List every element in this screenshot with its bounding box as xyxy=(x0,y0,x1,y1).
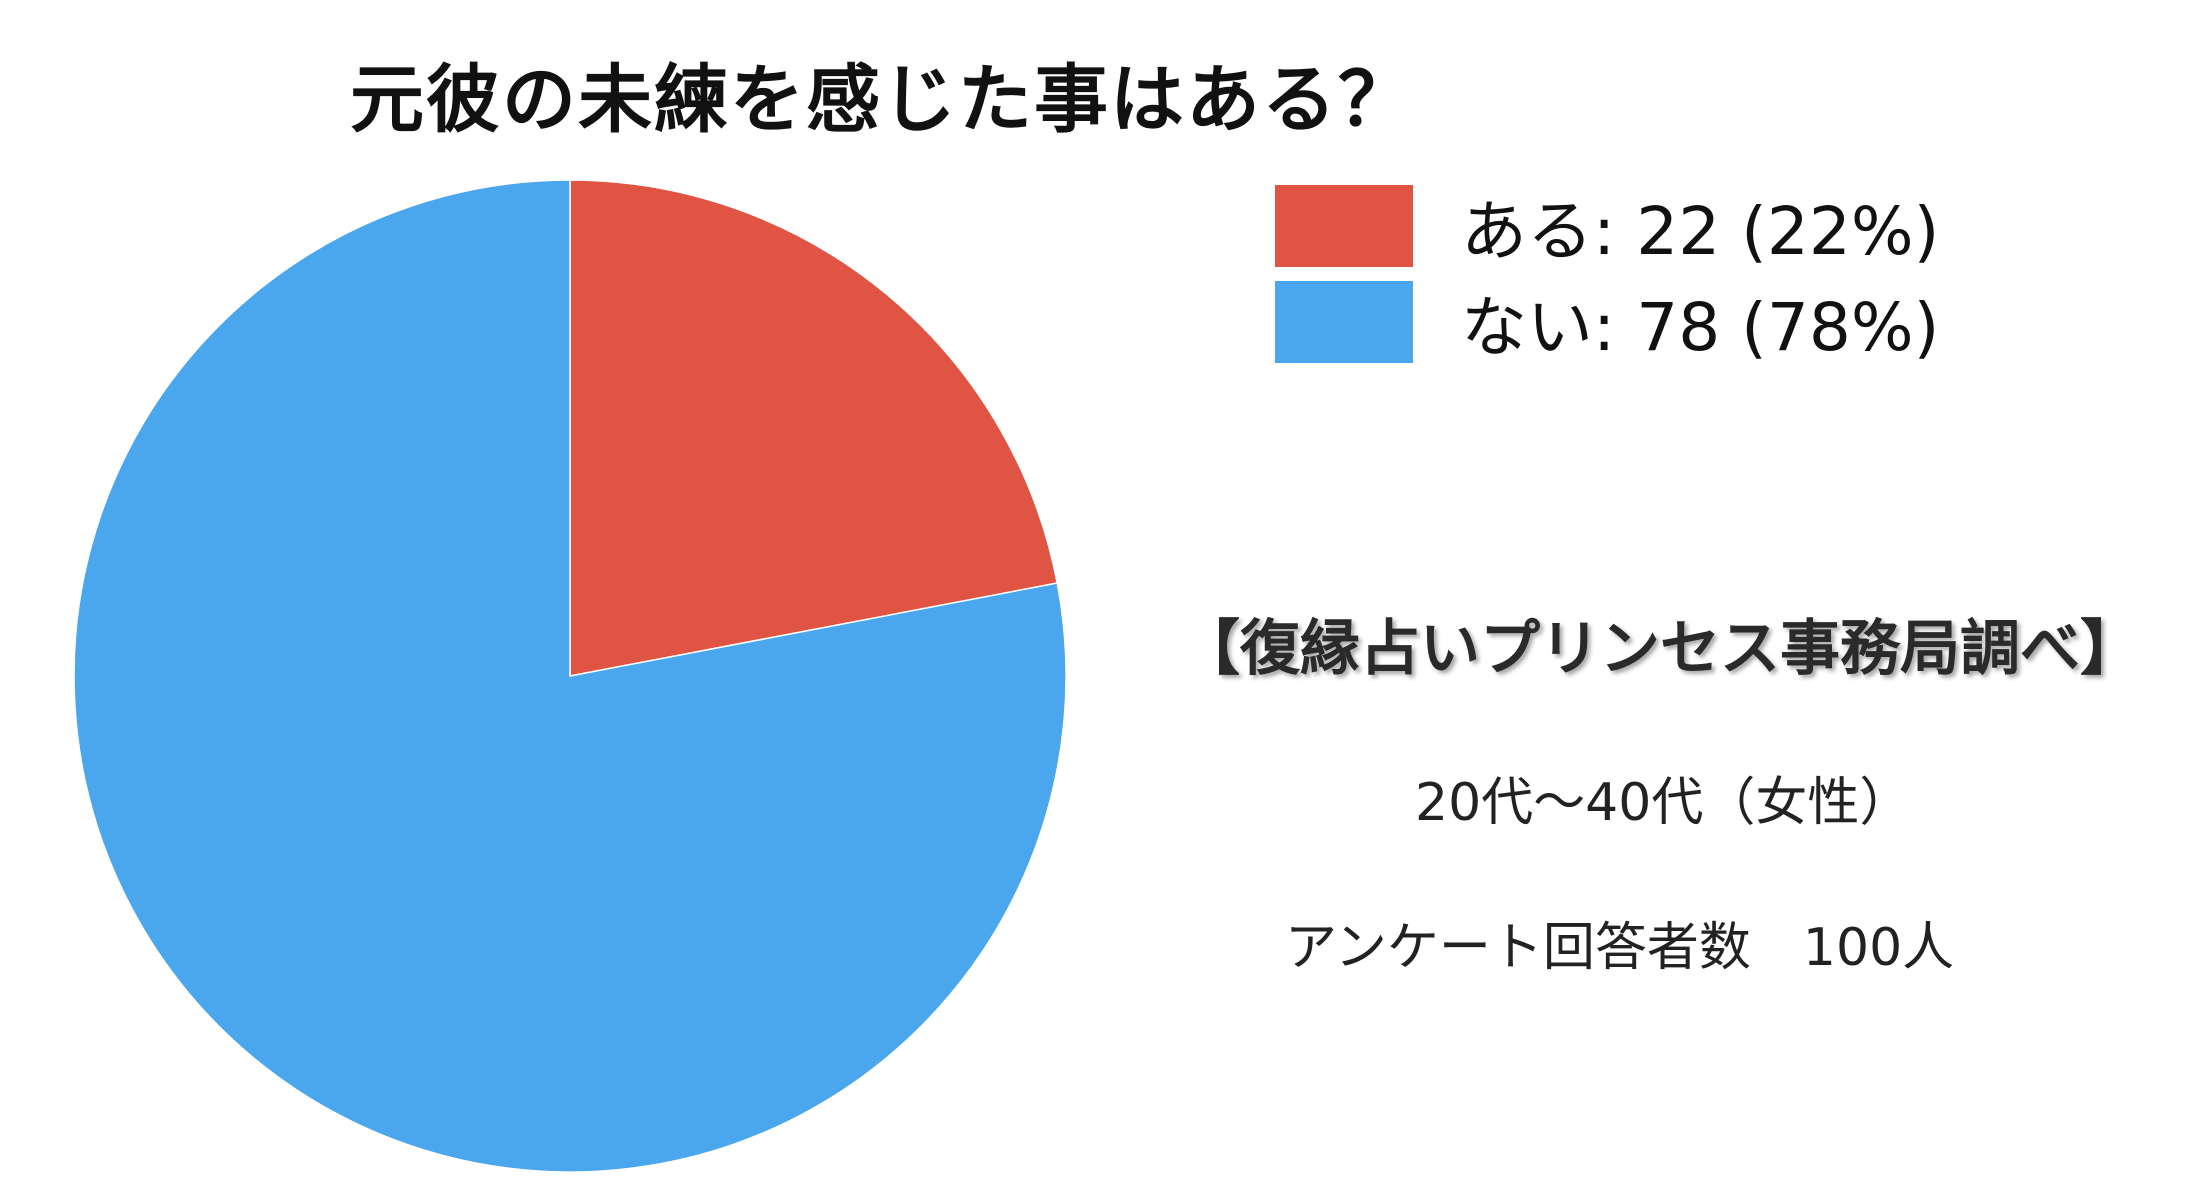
legend-item-nai: ない: 78 (78%) xyxy=(1275,278,1939,366)
legend-label-nai: ない: 78 (78%) xyxy=(1461,289,1940,366)
legend-item-aru: ある: 22 (22%) xyxy=(1275,182,1939,270)
chart-title: 元彼の未練を感じた事はある？ xyxy=(350,57,1414,143)
source-annotation: 【復縁占いプリンセス事務局調べ】 xyxy=(1180,614,2140,684)
legend-swatch-nai xyxy=(1275,281,1413,363)
legend-swatch-aru xyxy=(1275,185,1413,267)
legend-label-aru: ある: 22 (22%) xyxy=(1461,193,1940,270)
respondents-note: アンケート回答者数 100人 xyxy=(1285,918,1955,978)
demographic-note: 20代〜40代（女性） xyxy=(1415,773,1912,833)
pie-slice-aru xyxy=(569,179,1059,677)
pie-chart xyxy=(73,179,1067,1173)
legend: ある: 22 (22%) ない: 78 (78%) xyxy=(1275,182,1939,374)
pie-slice-nai xyxy=(73,179,1067,1173)
